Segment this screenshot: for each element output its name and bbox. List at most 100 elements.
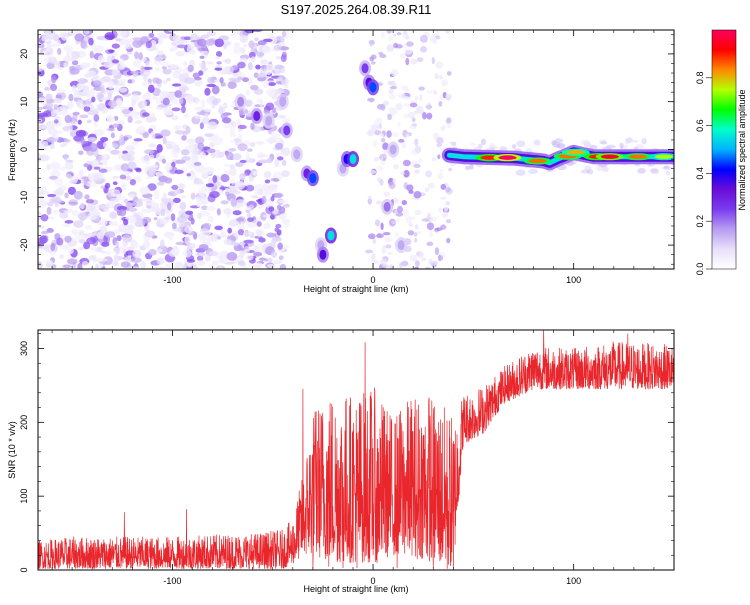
noise-blob: [64, 138, 71, 143]
noise-blob: [215, 56, 220, 60]
noise-blob: [148, 166, 156, 175]
spectrogram-y-tick-label: 10: [19, 97, 29, 107]
noise-blob: [214, 225, 223, 231]
noise-blob: [282, 118, 291, 123]
noise-blob: [440, 125, 446, 131]
noise-blob: [207, 215, 214, 223]
noise-blob: [85, 233, 96, 238]
snr-x-ticks: -100 0 100: [51, 330, 675, 586]
noise-blob: [131, 141, 139, 146]
noise-blob: [67, 31, 74, 37]
noise-blob: [176, 215, 188, 223]
noise-blob: [186, 173, 191, 177]
spectrogram-feature-layer: [234, 60, 408, 263]
noise-blob: [426, 212, 432, 220]
noise-blob: [273, 44, 282, 51]
noise-blob: [211, 104, 216, 109]
noise-blob: [117, 30, 128, 37]
noise-blob: [127, 79, 133, 84]
noise-blob: [132, 266, 140, 269]
noise-blob: [430, 261, 439, 265]
noise-blob: [217, 266, 223, 269]
noise-blob: [403, 170, 410, 178]
noise-blob: [73, 220, 84, 228]
noise-blob: [49, 161, 61, 171]
noise-blob: [195, 97, 200, 105]
noise-blob: [403, 113, 409, 119]
noise-blob: [600, 141, 608, 145]
spectrogram-noise-layer: [38, 30, 674, 269]
noise-blob: [106, 116, 116, 123]
noise-blob: [248, 76, 254, 86]
snr-y-ticks: 0 100 200 300: [19, 333, 674, 573]
noise-blob: [168, 249, 179, 257]
noise-blob: [142, 112, 150, 117]
noise-blob: [207, 76, 216, 84]
noise-blob: [201, 117, 211, 125]
noise-blob: [394, 209, 398, 215]
noise-blob: [386, 44, 395, 52]
spectrogram-x-tick-label: 0: [371, 275, 376, 285]
noise-blob: [440, 224, 447, 230]
noise-blob: [367, 129, 375, 137]
noise-blob: [277, 76, 283, 82]
noise-blob: [39, 154, 50, 162]
noise-blob: [228, 147, 237, 152]
noise-blob: [244, 99, 253, 108]
noise-blob: [280, 54, 287, 63]
noise-blob: [417, 251, 424, 258]
feature-core: [237, 96, 245, 107]
noise-blob: [73, 190, 83, 200]
noise-blob: [200, 66, 208, 72]
spectrogram-y-ticks: -20 -10 0 10 20: [19, 34, 674, 265]
noise-blob: [63, 62, 69, 68]
noise-blob: [260, 59, 269, 65]
noise-blob: [247, 62, 253, 71]
noise-blob: [583, 143, 592, 148]
noise-blob: [159, 54, 167, 59]
noise-blob: [489, 143, 495, 149]
noise-blob: [202, 146, 211, 150]
noise-blob: [106, 128, 116, 132]
noise-blob: [202, 230, 212, 236]
noise-blob: [89, 50, 94, 59]
noise-blob: [374, 219, 381, 227]
noise-blob: [104, 182, 111, 189]
noise-blob: [171, 115, 179, 121]
noise-blob: [206, 31, 216, 37]
noise-blob: [85, 203, 96, 212]
noise-blob: [632, 139, 639, 143]
noise-blob: [434, 247, 440, 256]
noise-blob: [169, 63, 178, 69]
noise-blob: [47, 44, 52, 53]
noise-blob: [110, 197, 119, 203]
noise-blob: [143, 154, 150, 161]
noise-blob: [141, 99, 147, 108]
noise-blob: [238, 250, 245, 258]
noise-blob: [220, 231, 226, 238]
spectrogram-x-tick-label: 100: [566, 275, 581, 285]
noise-blob: [179, 222, 186, 228]
noise-blob: [220, 250, 229, 258]
noise-blob: [227, 227, 233, 234]
noise-blob: [395, 212, 404, 217]
noise-blob: [253, 72, 259, 78]
noise-blob: [77, 119, 82, 125]
noise-blob: [64, 219, 74, 224]
noise-blob: [381, 137, 386, 143]
noise-blob: [105, 201, 116, 209]
spectrogram-tone-layer: [441, 144, 674, 171]
colorbar-ticks: 0.0 0.2 0.4 0.6 0.8: [695, 72, 712, 275]
noise-blob: [162, 68, 172, 75]
noise-blob: [181, 105, 186, 114]
noise-blob: [184, 235, 191, 245]
noise-blob: [147, 183, 157, 191]
noise-blob: [41, 230, 49, 235]
noise-blob: [274, 89, 285, 95]
noise-blob: [276, 156, 284, 161]
noise-blob: [267, 82, 277, 87]
noise-blob: [465, 165, 471, 171]
noise-blob: [67, 246, 74, 255]
noise-blob: [262, 214, 273, 218]
